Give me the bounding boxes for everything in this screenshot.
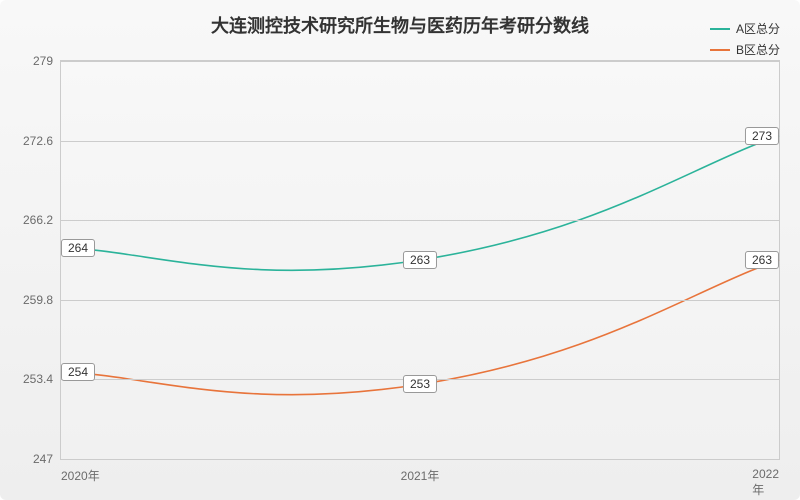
- legend-item-b: B区总分: [710, 41, 780, 58]
- gridline: [61, 220, 779, 221]
- y-tick-label: 259.8: [23, 293, 61, 307]
- data-label: 264: [61, 239, 95, 257]
- y-tick-label: 247: [33, 452, 61, 466]
- x-tick-label: 2021年: [401, 459, 440, 484]
- y-tick-label: 272.6: [23, 134, 61, 148]
- gridline: [61, 61, 779, 62]
- legend: A区总分 B区总分: [710, 20, 780, 62]
- data-label: 254: [61, 363, 95, 381]
- x-tick-label: 2022年: [752, 459, 779, 498]
- legend-label-b: B区总分: [736, 41, 780, 58]
- legend-item-a: A区总分: [710, 20, 780, 37]
- data-label: 263: [403, 251, 437, 269]
- chart-container: 大连测控技术研究所生物与医药历年考研分数线 A区总分 B区总分 247253.4…: [0, 0, 800, 500]
- plot-area: 247253.4259.8266.2272.62792020年2021年2022…: [60, 60, 780, 460]
- legend-swatch-b: [710, 49, 730, 51]
- y-tick-label: 279: [33, 54, 61, 68]
- chart-title: 大连测控技术研究所生物与医药历年考研分数线: [211, 12, 589, 38]
- data-label: 273: [745, 127, 779, 145]
- legend-swatch-a: [710, 28, 730, 30]
- legend-label-a: A区总分: [736, 20, 780, 37]
- gridline: [61, 300, 779, 301]
- x-tick-label: 2020年: [61, 459, 100, 484]
- y-tick-label: 253.4: [23, 372, 61, 386]
- data-label: 253: [403, 375, 437, 393]
- gridline: [61, 141, 779, 142]
- data-label: 263: [745, 251, 779, 269]
- y-tick-label: 266.2: [23, 213, 61, 227]
